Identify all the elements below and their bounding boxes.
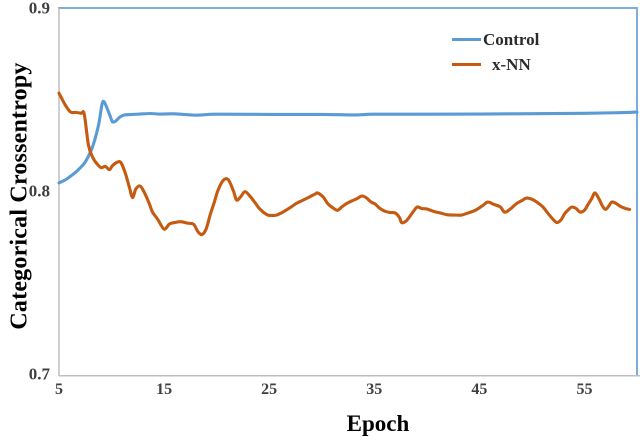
legend-item-xnn: x-NN: [452, 52, 539, 77]
control-line-swatch: [452, 38, 481, 41]
x-tick-label-5: 5: [55, 381, 63, 398]
legend-label-control: Control: [483, 29, 540, 49]
x-tick-label-15: 15: [156, 381, 173, 398]
x-tick-label-25: 25: [261, 381, 278, 398]
xnn-line-swatch: [452, 63, 481, 66]
xnn-series-line: [57, 91, 632, 237]
legend-item-control: Control: [452, 27, 539, 52]
y-tick-label-0.8: 0.8: [28, 181, 50, 201]
x-axis-title: Epoch: [346, 411, 410, 436]
control-series-line: [57, 99, 639, 185]
x-tick-label-35: 35: [366, 381, 383, 398]
y-tick-label-0.9: 0.9: [28, 0, 50, 18]
x-tick-label-55: 55: [576, 381, 593, 398]
y-tick-label-0.7: 0.7: [28, 364, 50, 384]
legend-label-xnn: x-NN: [492, 54, 531, 74]
x-tick-label-45: 45: [471, 381, 488, 398]
legend: Control x-NN: [452, 27, 539, 77]
